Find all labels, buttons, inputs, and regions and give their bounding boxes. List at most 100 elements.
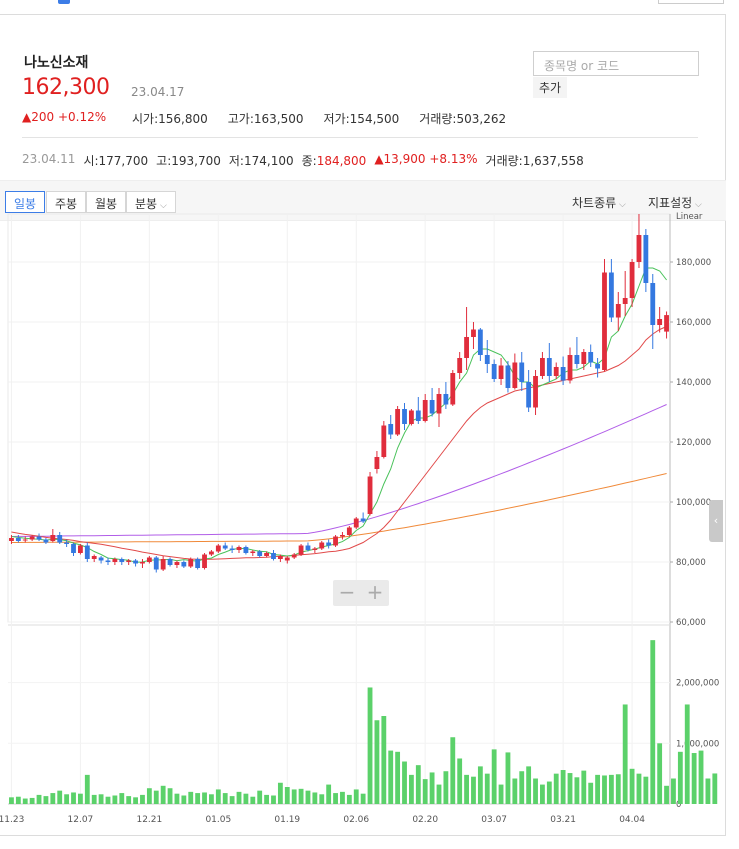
chevron-down-icon: ⌵ bbox=[616, 200, 626, 210]
ma60-line bbox=[11, 404, 667, 537]
history-high: 고:193,700 bbox=[156, 154, 221, 168]
candle-body bbox=[312, 548, 318, 550]
candle-body bbox=[133, 560, 138, 564]
candle-body bbox=[84, 545, 90, 559]
scale-label: Linear bbox=[676, 212, 703, 222]
volume-bar bbox=[146, 788, 152, 804]
candle-body bbox=[553, 367, 559, 376]
history-open-value: 177,700 bbox=[98, 154, 149, 168]
price-tick-label: 100,000 bbox=[676, 498, 711, 508]
volume-bar bbox=[319, 794, 325, 804]
candle-body bbox=[443, 394, 449, 405]
volume-bar bbox=[202, 792, 207, 804]
volume-bar bbox=[477, 766, 483, 804]
candle-body bbox=[505, 365, 511, 388]
candle-body bbox=[353, 518, 359, 528]
volume-bar bbox=[553, 773, 559, 804]
add-button[interactable]: 추가 bbox=[533, 77, 568, 98]
history-low: 저:174,100 bbox=[228, 154, 294, 168]
candle-body bbox=[546, 358, 552, 376]
candle-body bbox=[153, 557, 159, 570]
volume-bar bbox=[677, 751, 683, 804]
stock-chart[interactable]: 11.23 12.07 12.21 01.05 01.19 02.06 02.20 03.07… bbox=[0, 208, 739, 838]
candle-body bbox=[264, 553, 270, 556]
candle-body bbox=[588, 352, 594, 363]
candle-body bbox=[629, 262, 635, 298]
tab-minute[interactable]: 분봉 ⌵ bbox=[126, 191, 176, 213]
volume-bar bbox=[512, 778, 518, 804]
indicator-select[interactable]: 지표설정 ⌵ bbox=[648, 194, 702, 211]
history-volume: 거래량:1,637,558 bbox=[485, 154, 584, 168]
price-tick-label: 140,000 bbox=[676, 378, 711, 388]
stat-low: 저가:154,500 bbox=[323, 112, 400, 126]
volume-bar bbox=[119, 793, 125, 804]
history-row: 23.04.11 시:177,700 고:193,700 저:174,100 종… bbox=[22, 152, 584, 169]
tab-weekly[interactable]: 주봉 bbox=[46, 191, 86, 213]
candle-body bbox=[471, 329, 476, 337]
candle-body bbox=[291, 554, 297, 558]
volume-bar bbox=[229, 796, 235, 804]
volume-bar bbox=[236, 791, 242, 804]
history-close-label: 종 bbox=[301, 154, 313, 168]
candle-body bbox=[188, 559, 194, 567]
candle-body bbox=[91, 556, 97, 559]
history-high-label: 고 bbox=[156, 154, 168, 168]
chart-type-select[interactable]: 차트종류 ⌵ bbox=[572, 194, 626, 211]
candle-body bbox=[326, 542, 332, 546]
volume-bar bbox=[691, 753, 697, 804]
zoom-in-button[interactable]: + bbox=[366, 580, 384, 604]
volume-bar bbox=[64, 794, 70, 804]
volume-bar bbox=[98, 794, 104, 804]
stat-high-label: 고가 bbox=[227, 112, 250, 126]
candle-body bbox=[374, 457, 380, 469]
x-tick-label: 03.07 bbox=[481, 815, 507, 825]
checkbox-icon[interactable] bbox=[58, 0, 70, 4]
scroll-handle-icon[interactable]: ‹ bbox=[709, 500, 723, 542]
chart-type-label: 차트종류 bbox=[572, 196, 617, 210]
volume-bar bbox=[181, 795, 187, 804]
volume-bar bbox=[588, 782, 594, 804]
candle-body bbox=[22, 539, 28, 541]
tab-daily[interactable]: 일봉 bbox=[5, 191, 45, 213]
candle-body bbox=[57, 535, 63, 543]
volume-bar bbox=[195, 793, 201, 804]
volume-bar bbox=[77, 793, 83, 804]
history-change: ▲13,900 +8.13% bbox=[374, 152, 478, 166]
volume-tick-label: 1,000,000 bbox=[676, 739, 719, 749]
volume-bar bbox=[402, 761, 407, 804]
stat-low-value: 154,500 bbox=[349, 112, 400, 126]
stock-search-input[interactable]: 종목명 or 코드 bbox=[533, 51, 699, 76]
tab-monthly[interactable]: 월봉 bbox=[86, 191, 126, 213]
candle-body bbox=[567, 355, 573, 381]
price-tick-label: 60,000 bbox=[676, 618, 706, 628]
volume-bar bbox=[388, 750, 394, 804]
volume-bar bbox=[650, 640, 656, 804]
candle-body bbox=[581, 352, 587, 364]
volume-bar bbox=[436, 784, 442, 804]
history-date: 23.04.11 bbox=[22, 152, 76, 166]
volume-bar bbox=[450, 737, 456, 804]
candle-body bbox=[181, 562, 187, 567]
volume-bar bbox=[167, 788, 173, 804]
volume-bar bbox=[264, 794, 270, 804]
x-tick-label: 01.19 bbox=[274, 815, 300, 825]
volume-bar bbox=[664, 785, 669, 804]
volume-bar bbox=[540, 784, 545, 804]
candle-body bbox=[533, 376, 538, 408]
top-strip bbox=[0, 0, 739, 6]
x-tick-label: 12.21 bbox=[136, 815, 162, 825]
volume-bar bbox=[271, 795, 276, 804]
volume-bar bbox=[595, 774, 601, 804]
candle-body bbox=[429, 400, 435, 414]
candle-body bbox=[408, 410, 414, 424]
price-stats: 시가:156,800 고가:163,500 저가:154,500 거래량:503… bbox=[132, 110, 506, 127]
zoom-out-button[interactable]: − bbox=[338, 580, 356, 604]
candle-body bbox=[36, 536, 42, 540]
volume-bar bbox=[50, 793, 56, 804]
top-button[interactable] bbox=[658, 0, 724, 4]
history-low-label: 저 bbox=[228, 154, 240, 168]
history-close: 종:184,800 bbox=[301, 154, 367, 168]
candle-body bbox=[340, 535, 345, 537]
candle-body bbox=[222, 545, 228, 549]
volume-bar bbox=[443, 771, 449, 804]
